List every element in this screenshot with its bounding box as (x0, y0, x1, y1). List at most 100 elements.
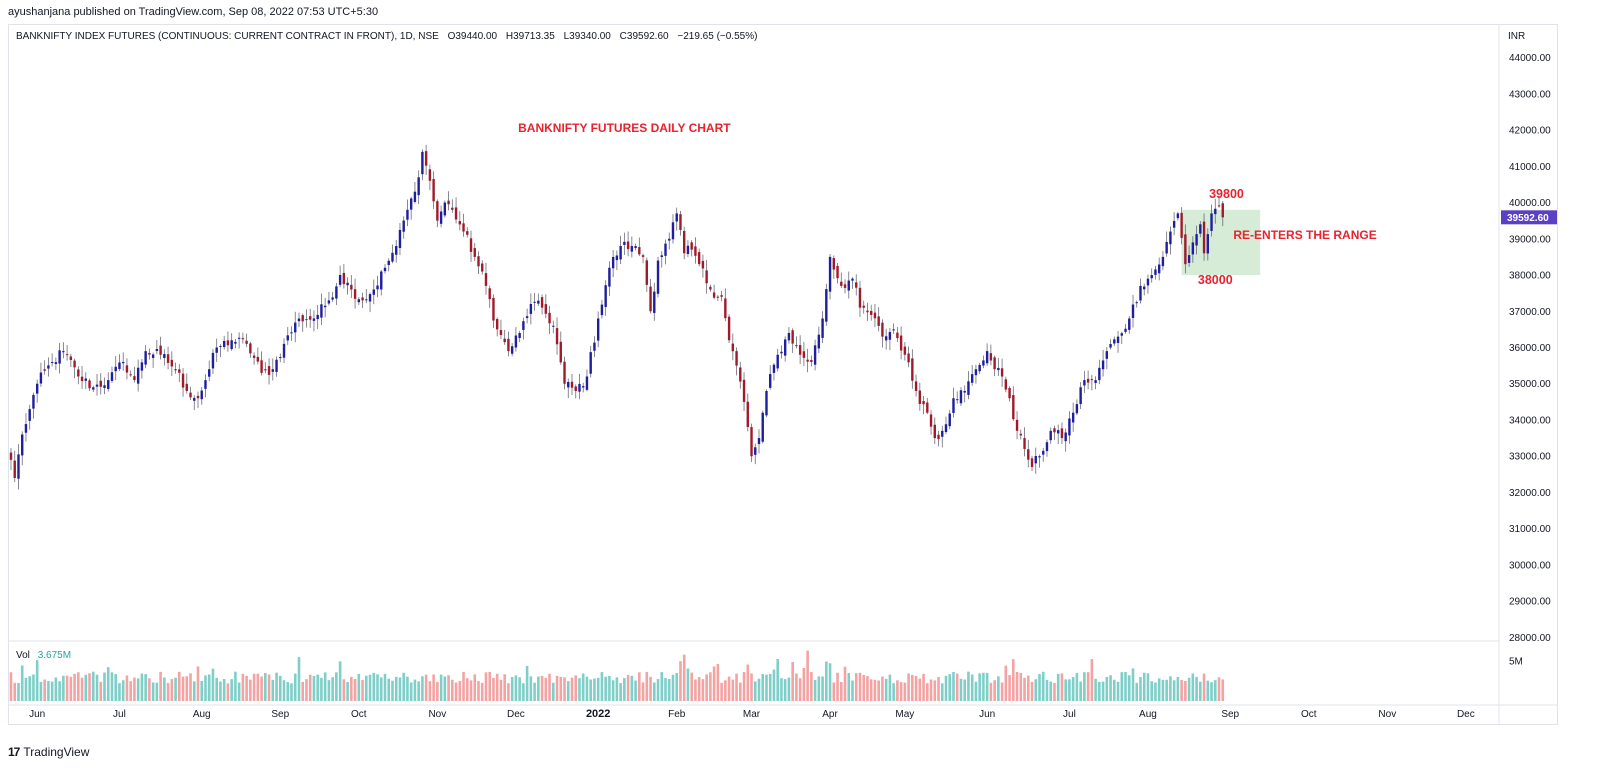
candle[interactable] (170, 351, 174, 377)
candle[interactable] (73, 358, 76, 379)
candle[interactable] (353, 278, 357, 309)
candle[interactable] (271, 358, 274, 381)
candle[interactable] (256, 347, 260, 365)
candle[interactable] (548, 305, 551, 334)
candle[interactable] (376, 275, 379, 298)
candle[interactable] (1098, 359, 1101, 385)
candle[interactable] (323, 297, 327, 318)
candle[interactable] (1187, 245, 1191, 267)
candle[interactable] (903, 342, 907, 361)
candle[interactable] (870, 304, 873, 321)
candle[interactable] (481, 260, 484, 275)
candle[interactable] (350, 275, 353, 298)
candle[interactable] (357, 297, 361, 305)
candle[interactable] (1191, 236, 1195, 263)
candle[interactable] (477, 251, 480, 274)
candle[interactable] (1075, 399, 1079, 416)
candle[interactable] (892, 323, 895, 334)
candle[interactable] (163, 349, 166, 366)
candle[interactable] (993, 355, 996, 377)
candle[interactable] (978, 362, 981, 374)
candle[interactable] (552, 320, 555, 334)
candle[interactable] (193, 395, 196, 411)
candle[interactable] (43, 360, 46, 375)
candle[interactable] (933, 417, 936, 444)
candle[interactable] (301, 313, 304, 332)
candle[interactable] (488, 285, 491, 308)
candle[interactable] (716, 295, 720, 301)
candle[interactable] (9, 448, 13, 471)
candle[interactable] (1221, 201, 1224, 227)
candle[interactable] (918, 382, 922, 411)
candle[interactable] (439, 205, 443, 228)
candle[interactable] (769, 365, 772, 390)
candle[interactable] (832, 255, 835, 279)
candle[interactable] (510, 343, 514, 357)
candle[interactable] (989, 344, 993, 366)
candle[interactable] (1105, 347, 1109, 370)
candle[interactable] (155, 339, 159, 355)
candle[interactable] (342, 264, 346, 289)
candle[interactable] (679, 210, 682, 236)
candle[interactable] (1180, 207, 1183, 245)
candle[interactable] (941, 425, 944, 448)
candle[interactable] (492, 294, 495, 329)
time-axis[interactable]: Jun Jul Aug Sep Oct Nov Dec 2022 Feb Mar Apr May Jun… (29, 708, 1475, 720)
candle[interactable] (380, 270, 383, 296)
candle[interactable] (32, 392, 35, 419)
candle[interactable] (118, 354, 121, 371)
candle[interactable] (151, 352, 155, 368)
candle[interactable] (1042, 447, 1045, 462)
candle[interactable] (574, 384, 577, 399)
candle[interactable] (346, 277, 349, 295)
candle[interactable] (776, 348, 779, 372)
candle[interactable] (196, 391, 200, 409)
range-box[interactable] (1181, 209, 1261, 276)
candle[interactable] (245, 333, 248, 348)
candle[interactable] (1086, 370, 1090, 390)
candle[interactable] (817, 326, 821, 354)
candle[interactable] (47, 357, 50, 377)
candle[interactable] (181, 368, 185, 397)
candle[interactable] (746, 393, 749, 432)
candle[interactable] (750, 423, 753, 462)
candle[interactable] (1214, 198, 1217, 224)
candle[interactable] (525, 308, 529, 324)
candle[interactable] (1146, 274, 1150, 294)
price-axis[interactable]: 28000.00 29000.00 30000.00 31000.00 32000.00… (1501, 53, 1557, 668)
candle[interactable] (211, 348, 215, 375)
candle[interactable] (1083, 370, 1086, 394)
candle[interactable] (855, 274, 858, 296)
candle[interactable] (409, 196, 413, 220)
candle[interactable] (828, 254, 832, 300)
candle[interactable] (697, 248, 701, 267)
candle[interactable] (914, 374, 918, 397)
candle[interactable] (507, 331, 510, 357)
candle[interactable] (331, 292, 334, 302)
candle[interactable] (802, 341, 806, 367)
candle[interactable] (312, 310, 316, 332)
candle[interactable] (772, 363, 776, 381)
candle[interactable] (88, 378, 91, 392)
candle[interactable] (956, 391, 959, 404)
candle[interactable] (484, 262, 488, 295)
candle[interactable] (821, 311, 824, 344)
candle[interactable] (514, 326, 518, 352)
candle[interactable] (567, 378, 570, 399)
candle[interactable] (791, 328, 794, 353)
candle[interactable] (600, 299, 604, 319)
candle[interactable] (402, 216, 405, 239)
candle[interactable] (454, 197, 458, 224)
candle[interactable] (630, 236, 634, 258)
candle[interactable] (286, 327, 289, 345)
candle[interactable] (847, 271, 850, 299)
candle[interactable] (985, 343, 989, 366)
candle[interactable] (694, 237, 697, 264)
candle[interactable] (757, 429, 761, 454)
candle[interactable] (391, 244, 394, 264)
candle[interactable] (862, 300, 865, 314)
candle[interactable] (1034, 447, 1037, 474)
candle[interactable] (858, 280, 862, 317)
candle[interactable] (129, 370, 132, 377)
candle[interactable] (185, 373, 188, 394)
